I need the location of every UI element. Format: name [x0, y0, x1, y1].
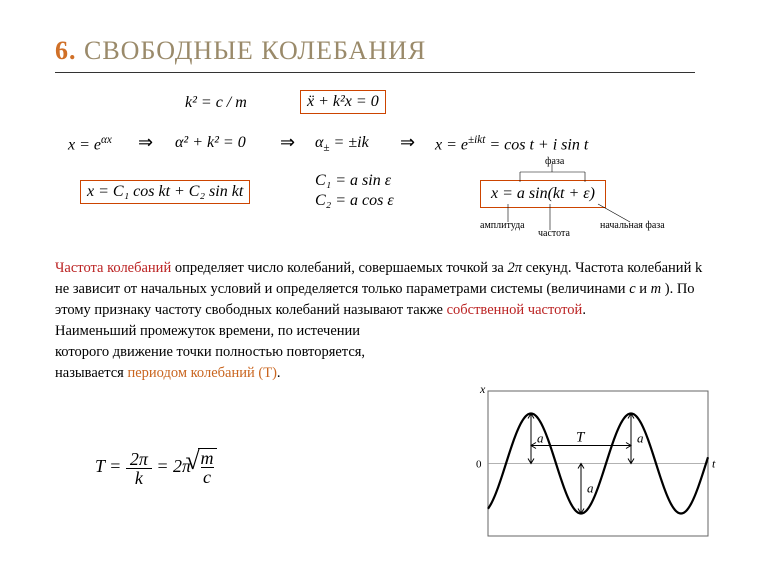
eq-char: α² + k² = 0: [175, 134, 246, 152]
arrow-3: ⇒: [400, 132, 415, 153]
body-paragraph: Частота колебаний определяет число колеб…: [55, 258, 715, 384]
term-period: периодом колебаний (Т): [127, 365, 276, 381]
eq-c1: C₁ = a sin ε: [315, 172, 391, 190]
svg-text:x: x: [479, 382, 486, 396]
slide-heading: 6. СВОБОДНЫЕ КОЛЕБАНИЯ: [55, 36, 426, 66]
svg-text:t: t: [712, 457, 716, 471]
arrow-2: ⇒: [280, 132, 295, 153]
label-phase: фаза: [545, 156, 564, 167]
eq-c2: C₂ = a cos ε: [315, 192, 394, 210]
eq-euler: x = e±ikt = cos t + i sin t: [435, 134, 588, 154]
eq-ode-boxed: ẍ + k²x = 0: [300, 90, 386, 114]
arrow-1: ⇒: [138, 132, 153, 153]
svg-text:T: T: [576, 430, 586, 446]
eq-period: T = 2π k = 2π √ m c: [95, 448, 217, 488]
label-frequency: частота: [538, 228, 570, 239]
oscillation-chart: a a a Tx t 0: [458, 381, 718, 546]
eq-alpha: α± = ±ik: [315, 134, 369, 154]
label-amplitude: амплитуда: [480, 220, 525, 231]
svg-text:a: a: [587, 481, 594, 496]
eq-x-exp: x = eαx: [68, 134, 112, 154]
svg-text:a: a: [537, 431, 544, 446]
heading-rule: [55, 72, 695, 73]
eq-k2: k² = c / m: [185, 94, 247, 112]
heading-text: СВОБОДНЫЕ КОЛЕБАНИЯ: [84, 36, 426, 65]
heading-number: 6.: [55, 36, 77, 65]
term-natural-freq: собственной частотой: [447, 302, 583, 318]
svg-text:0: 0: [476, 459, 482, 471]
term-frequency: Частота колебаний: [55, 260, 171, 276]
svg-text:a: a: [637, 431, 644, 446]
eq-general-boxed: x = C₁ cos kt + C₂ sin kt: [80, 180, 250, 204]
label-init-phase: начальная фаза: [600, 220, 665, 231]
